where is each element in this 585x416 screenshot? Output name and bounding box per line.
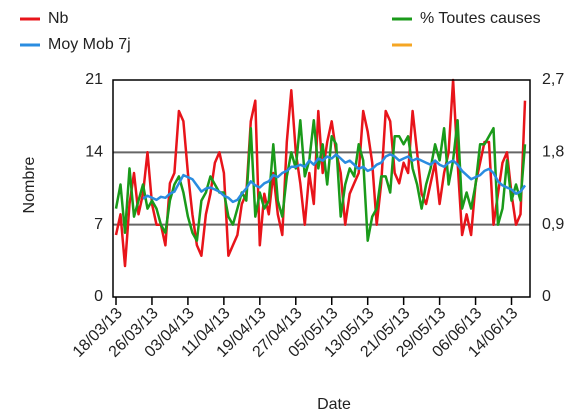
y2-tick-label: 2,7 [542, 71, 564, 88]
y2-tick-label: 0,9 [542, 216, 564, 233]
line-series [142, 153, 527, 204]
y-axis-label: Nombre [21, 156, 38, 213]
line-series [114, 118, 527, 242]
y2-tick-label: 1,8 [542, 144, 564, 161]
legend-label: Moy Mob 7j [48, 36, 131, 53]
x-axis-label: Date [317, 396, 351, 413]
line-series [114, 78, 527, 268]
legend-label: Nb [48, 10, 69, 27]
legend-label: % Toutes causes [420, 10, 541, 27]
y-tick-label: 7 [94, 216, 103, 233]
y2-tick-label: 0 [542, 288, 551, 305]
y-tick-label: 21 [85, 71, 103, 88]
plot-frame [112, 79, 531, 298]
y-tick-label: 0 [94, 288, 103, 305]
y-tick-label: 14 [85, 144, 103, 161]
